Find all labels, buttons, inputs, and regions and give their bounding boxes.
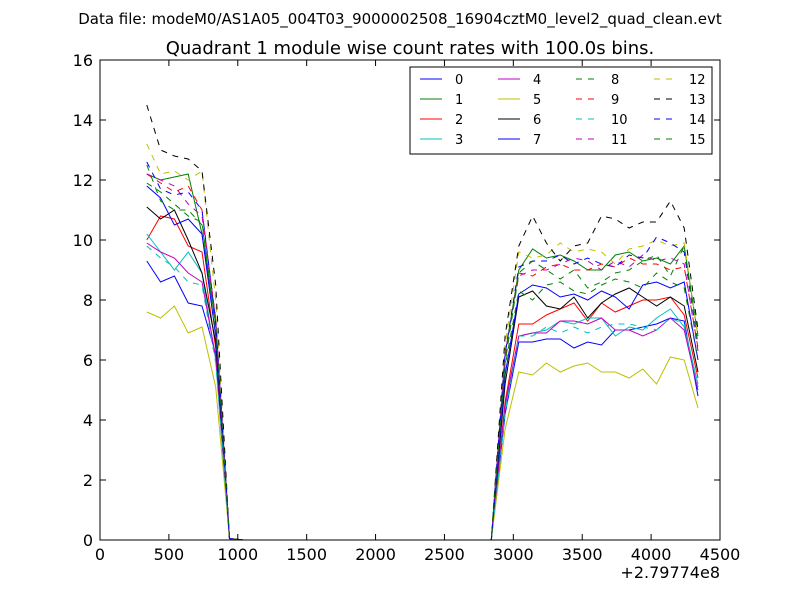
series-line-8: [146, 182, 699, 540]
legend-label-3: 3: [455, 133, 463, 148]
legend-label-9: 9: [611, 93, 619, 108]
x-tick-label: 3000: [493, 545, 534, 564]
x-tick-label: 1500: [286, 545, 327, 564]
y-tick-label: 14: [73, 111, 93, 130]
x-offset-label: +2.79774e8: [620, 563, 720, 582]
axes-layer: 0 500 1000 1500 2000 2500 3000 3500 4000 4500 0 2 4 6…: [73, 51, 741, 564]
legend-label-0: 0: [455, 73, 463, 88]
y-tick-label: 2: [83, 471, 93, 490]
y-tick-label: 12: [73, 171, 93, 190]
x-tick-label: 4000: [631, 545, 672, 564]
legend-label-6: 6: [533, 113, 541, 128]
legend-box: [409, 66, 713, 155]
legend-label-8: 8: [611, 73, 619, 88]
chart-title: Quadrant 1 module wise count rates with …: [166, 38, 655, 59]
legend-label-10: 10: [611, 113, 628, 128]
y-tick-label: 0: [83, 531, 93, 550]
legend-label-12: 12: [689, 73, 706, 88]
legend-label-11: 11: [611, 133, 628, 148]
x-tick-label: 1000: [217, 545, 258, 564]
legend-label-1: 1: [455, 93, 463, 108]
legend-label-13: 13: [689, 93, 706, 108]
legend-label-7: 7: [533, 133, 541, 148]
x-tick-label: 2000: [355, 545, 396, 564]
y-tick-label: 10: [73, 231, 93, 250]
y-tick-label: 8: [83, 291, 93, 310]
legend-label-2: 2: [455, 113, 463, 128]
legend-label-14: 14: [689, 113, 706, 128]
x-tick-label: 3500: [562, 545, 603, 564]
x-tick-label: 0: [95, 545, 105, 564]
x-tick-label: 500: [154, 545, 185, 564]
chart-suptitle: Data file: modeM0/AS1A05_004T03_90000025…: [78, 10, 722, 29]
y-tick-label: 4: [83, 411, 93, 430]
legend-label-15: 15: [689, 133, 706, 148]
legend-label-4: 4: [533, 73, 541, 88]
legend-label-5: 5: [533, 93, 541, 108]
x-tick-label: 2500: [424, 545, 465, 564]
x-tick-label: 4500: [700, 545, 741, 564]
y-tick-label: 6: [83, 351, 93, 370]
y-tick-label: 16: [73, 51, 93, 70]
